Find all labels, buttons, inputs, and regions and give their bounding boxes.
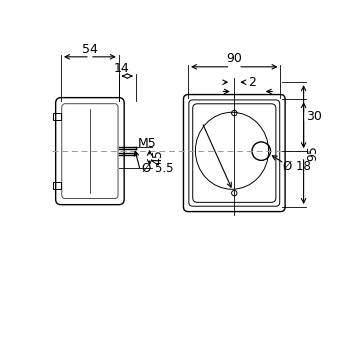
Text: 30: 30 — [306, 110, 322, 123]
Text: 14: 14 — [114, 62, 130, 75]
Text: M5: M5 — [138, 137, 157, 150]
Bar — [53, 182, 61, 189]
Text: Ø 5.5: Ø 5.5 — [142, 162, 173, 175]
Text: 54: 54 — [82, 43, 98, 56]
Bar — [53, 113, 61, 120]
Text: Ø 18: Ø 18 — [283, 160, 311, 173]
Text: 45: 45 — [151, 150, 164, 165]
Text: 2: 2 — [248, 76, 256, 89]
Text: 95: 95 — [306, 145, 319, 161]
Text: 90: 90 — [226, 52, 242, 65]
